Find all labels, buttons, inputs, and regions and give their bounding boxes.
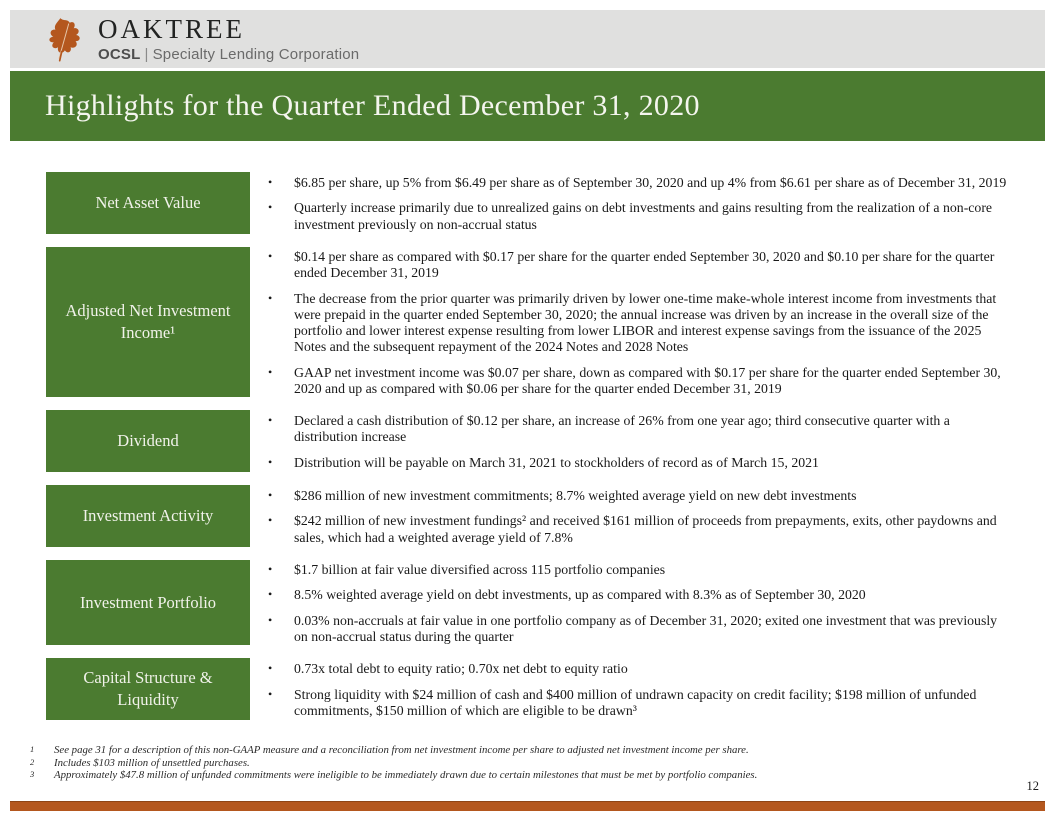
page-number: 12 xyxy=(1026,779,1040,793)
section-row: Net Asset Value $6.85 per share, up 5% fr… xyxy=(46,172,1014,234)
footnote-marker: 2 xyxy=(30,756,35,767)
brand-name: OAKTREE xyxy=(98,13,245,44)
section-row: Dividend Declared a cash distribution of … xyxy=(46,410,1014,473)
bullet-item: 0.73x total debt to equity ratio; 0.70x … xyxy=(266,661,1014,677)
brand-divider: | xyxy=(144,45,149,63)
section-label: Net Asset Value xyxy=(46,172,250,234)
oak-leaf-icon xyxy=(44,15,86,63)
section-label: Capital Structure & Liquidity xyxy=(46,658,250,721)
bullet-list: 0.73x total debt to equity ratio; 0.70x … xyxy=(250,659,1014,719)
bullet-item: Strong liquidity with $24 million of cas… xyxy=(266,687,1014,720)
footnote: 3 Approximately $47.8 million of unfunded… xyxy=(28,769,1006,782)
bullet-item: $1.7 billion at fair value diversified a… xyxy=(266,562,1014,578)
title-banner: Highlights for the Quarter Ended Decembe… xyxy=(10,71,1045,141)
bottom-accent-bar xyxy=(10,801,1045,811)
section-label: Investment Activity xyxy=(46,485,250,548)
logo-bar: OAKTREE OCSL | Specialty Lending Corporati… xyxy=(10,10,1045,68)
brand-ticker: OCSL xyxy=(98,45,141,63)
brand-subtitle: OCSL | Specialty Lending Corporation xyxy=(98,46,359,63)
bullet-list: $1.7 billion at fair value diversified a… xyxy=(250,560,1014,645)
footnote-marker: 3 xyxy=(30,769,35,779)
bullet-item: Declared a cash distribution of $0.12 pe… xyxy=(266,413,1014,446)
bullet-list: $286 million of new investment commitmen… xyxy=(250,486,1014,546)
section-label: Investment Portfolio xyxy=(46,560,250,646)
bullet-item: $242 million of new investment fundings²… xyxy=(266,513,1014,546)
bullet-item: 8.5% weighted average yield on debt inve… xyxy=(266,587,1014,603)
footnotes: 1 See page 31 for a description of this n… xyxy=(28,744,1006,782)
footnote-marker: 1 xyxy=(30,744,35,754)
section-row: Investment Activity $286 million of new i… xyxy=(46,485,1014,548)
bullet-item: GAAP net investment income was $0.07 per… xyxy=(266,365,1014,398)
footnote-text: Approximately $47.8 million of unfunded … xyxy=(54,769,758,781)
bullet-item: $286 million of new investment commitmen… xyxy=(266,488,1014,504)
bullet-list: $0.14 per share as compared with $0.17 p… xyxy=(250,247,1014,397)
bullet-item: 0.03% non-accruals at fair value in one … xyxy=(266,613,1014,646)
footnote: 1 See page 31 for a description of this n… xyxy=(28,744,1006,757)
section-row: Adjusted Net Investment Income¹ $0.14 per… xyxy=(46,247,1014,398)
bullet-item: $0.14 per share as compared with $0.17 p… xyxy=(266,249,1014,282)
sections-container: Net Asset Value $6.85 per share, up 5% fr… xyxy=(46,172,1014,733)
bullet-item: Quarterly increase primarily due to unre… xyxy=(266,200,1014,233)
page-title: Highlights for the Quarter Ended Decembe… xyxy=(45,89,700,122)
bullet-item: The decrease from the prior quarter was … xyxy=(266,291,1014,356)
brand-sub-text: Specialty Lending Corporation xyxy=(152,45,360,63)
section-label: Dividend xyxy=(46,410,250,473)
section-label: Adjusted Net Investment Income¹ xyxy=(46,247,250,398)
footnote-text: See page 31 for a description of this no… xyxy=(54,744,749,756)
bullet-item: $6.85 per share, up 5% from $6.49 per sh… xyxy=(266,175,1014,191)
bullet-item: Distribution will be payable on March 31… xyxy=(266,455,1014,471)
footnote-text: Includes $103 million of unsettled purch… xyxy=(54,756,250,769)
brand-block: OAKTREE OCSL | Specialty Lending Corporati… xyxy=(98,13,359,63)
footnote: 2 Includes $103 million of unsettled purc… xyxy=(28,757,1006,770)
bullet-list: Declared a cash distribution of $0.12 pe… xyxy=(250,411,1014,471)
bullet-list: $6.85 per share, up 5% from $6.49 per sh… xyxy=(250,173,1014,233)
section-row: Capital Structure & Liquidity 0.73x total… xyxy=(46,658,1014,721)
section-row: Investment Portfolio $1.7 billion at fair… xyxy=(46,560,1014,646)
